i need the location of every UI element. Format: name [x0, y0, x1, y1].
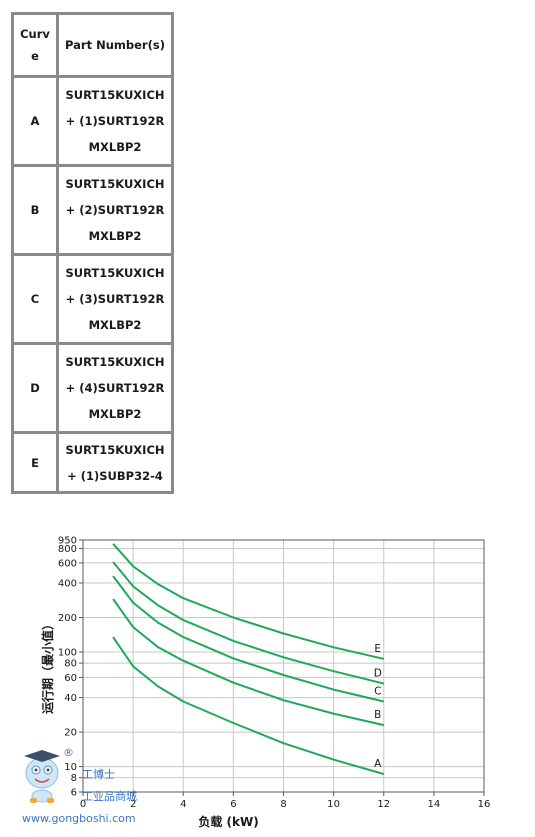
series-label-b: B — [374, 709, 381, 721]
part-number-cell: SURT15KUXICH + (1)SURT192R MXLBP2 — [56, 75, 174, 167]
curve-cell: E — [11, 431, 59, 494]
part-line: MXLBP2 — [88, 407, 142, 421]
part-line: SURT15KUXICH — [65, 88, 165, 102]
series-line-b — [112, 598, 385, 727]
y-tick-label: 400 — [58, 579, 77, 590]
x-tick-label: 6 — [230, 799, 236, 810]
part-line: + (3)SURT192R — [65, 292, 165, 306]
part-number-cell: SURT15KUXICH + (2)SURT192R MXLBP2 — [56, 164, 174, 256]
chart-grid — [82, 539, 485, 793]
series-label-d: D — [374, 668, 382, 680]
x-tick-label: 8 — [280, 799, 286, 810]
part-line: SURT15KUXICH — [65, 442, 165, 457]
part-number-table: Curv e Part Number(s) A SURT15KUXICH + (1… — [11, 12, 174, 494]
x-tick-label: 14 — [428, 799, 441, 810]
y-tick-label: 8 — [71, 773, 77, 784]
x-tick-label: 4 — [180, 799, 186, 810]
part-line: + (4)SURT192R — [65, 381, 165, 395]
table-row: D SURT15KUXICH + (4)SURT192R MXLBP2 — [11, 342, 174, 434]
series-labels: A BCD E — [374, 643, 382, 770]
y-axis-title: 运行期（最小值） — [40, 618, 55, 714]
curve-cell: C — [11, 253, 59, 345]
part-line: + (1)SUBP32-4 — [67, 468, 163, 483]
part-line: SURT15KUXICH — [65, 177, 165, 191]
header-part-numbers: Part Number(s) — [56, 12, 174, 78]
y-tick-label: 6 — [71, 788, 77, 799]
x-tick-label: 10 — [327, 799, 340, 810]
y-tick-label: 200 — [58, 613, 77, 624]
y-tick-label: 100 — [58, 648, 77, 659]
x-tick-label: 2 — [130, 799, 136, 810]
part-line: SURT15KUXICH — [65, 266, 165, 280]
watermark-url: www.gongboshi.com — [22, 812, 136, 825]
y-tick-label: 20 — [64, 728, 77, 739]
x-axis-ticks: 0 2 4 6 8 10 12 14 16 — [80, 792, 491, 810]
table-row: B SURT15KUXICH + (2)SURT192R MXLBP2 — [11, 164, 174, 256]
table-row: C SURT15KUXICH + (3)SURT192R MXLBP2 — [11, 253, 174, 345]
y-tick-label: 80 — [64, 659, 77, 670]
y-tick-label: 60 — [64, 673, 77, 684]
series-line-e — [112, 543, 385, 660]
curve-cell: B — [11, 164, 59, 256]
part-number-cell: SURT15KUXICH + (4)SURT192R MXLBP2 — [56, 342, 174, 434]
y-tick-label: 800 — [58, 544, 77, 555]
part-line: MXLBP2 — [88, 229, 142, 243]
watermark-reg: ® — [63, 746, 74, 759]
y-tick-label: 10 — [64, 762, 77, 773]
table-row: E SURT15KUXICH + (1)SUBP32-4 — [11, 431, 174, 494]
part-line: MXLBP2 — [88, 140, 142, 154]
series-line-d — [112, 561, 385, 685]
series-label-c: C — [374, 685, 381, 697]
series-line-a — [112, 636, 385, 776]
table-row: A SURT15KUXICH + (1)SURT192R MXLBP2 — [11, 75, 174, 167]
y-tick-label: 40 — [64, 693, 77, 704]
curve-cell: A — [11, 75, 59, 167]
watermark: 工博士 工业品商城 ® www.gongboshi.com — [22, 746, 137, 825]
x-axis-title: 负载 (kW) — [198, 814, 258, 829]
part-number-cell: SURT15KUXICH + (1)SUBP32-4 — [56, 431, 174, 494]
mascot-icon — [24, 750, 60, 803]
series-label-a: A — [374, 758, 382, 770]
series-line-c — [112, 575, 385, 703]
plot-frame — [82, 539, 485, 793]
y-tick-label: 600 — [58, 558, 77, 569]
part-line: + (1)SURT192R — [65, 114, 165, 128]
x-tick-label: 0 — [80, 799, 86, 810]
chart-series — [112, 543, 385, 776]
watermark-sub: 工业品商城 — [82, 789, 137, 803]
y-tick-label: 950 — [58, 536, 77, 547]
part-number-cell: SURT15KUXICH + (3)SURT192R MXLBP2 — [56, 253, 174, 345]
part-line: SURT15KUXICH — [65, 355, 165, 369]
x-tick-label: 12 — [377, 799, 390, 810]
part-line: + (2)SURT192R — [65, 203, 165, 217]
curve-cell: D — [11, 342, 59, 434]
watermark-cn: 工博士 — [82, 768, 115, 781]
header-curve: Curv e — [11, 12, 59, 78]
part-line: MXLBP2 — [88, 318, 142, 332]
series-label-e: E — [374, 643, 381, 655]
x-tick-label: 16 — [478, 799, 491, 810]
